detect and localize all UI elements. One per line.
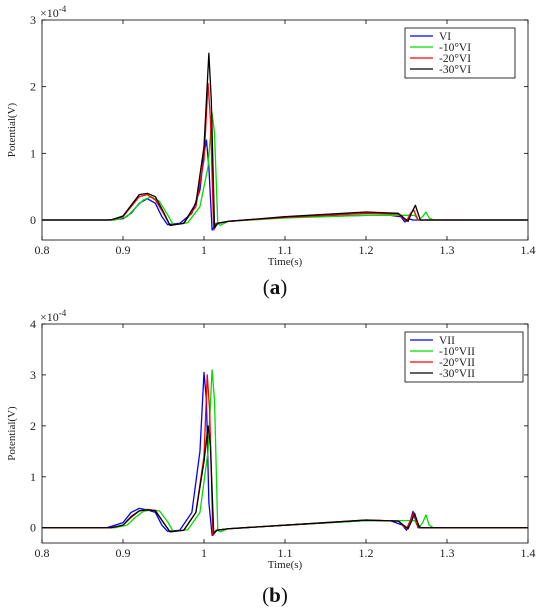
legend: VI-10°VI-20°VI-30°VI	[404, 27, 516, 79]
x-tick-label: 1.3	[440, 243, 455, 257]
x-tick-label: 0.8	[35, 546, 50, 560]
legend-label: -20°VII	[439, 357, 475, 369]
x-tick-label: 1.1	[278, 243, 293, 257]
x-axis-label: Time(s)	[268, 256, 303, 268]
y-tick-label: 3	[30, 13, 36, 27]
x-tick-label: 1.2	[359, 546, 374, 560]
series-line-3	[42, 52, 528, 229]
series-line-2	[42, 374, 528, 537]
y-tick-label: 0	[30, 521, 36, 535]
series-line-2	[42, 82, 528, 231]
x-tick-label: 0.9	[116, 243, 131, 257]
x-tick-label: 1.3	[440, 546, 455, 560]
y-tick-label: 2	[30, 419, 36, 433]
y-exponent-label: ×10-4	[40, 4, 67, 20]
x-tick-label: 1	[201, 546, 207, 560]
y-tick-label: 1	[30, 470, 36, 484]
legend-label: -20°VI	[439, 53, 471, 65]
legend-label: VII	[439, 335, 455, 347]
x-tick-label: 1.2	[359, 243, 374, 257]
series-line-1	[42, 369, 528, 533]
panel-caption: (a)	[263, 275, 288, 299]
y-tick-label: 1	[30, 146, 36, 160]
x-tick-label: 1	[201, 243, 207, 257]
series-line-0	[42, 371, 528, 537]
y-tick-label: 4	[30, 317, 36, 331]
series-group	[42, 52, 528, 231]
x-tick-label: 0.9	[116, 546, 131, 560]
series-line-3	[42, 425, 528, 535]
y-axis-label: Potential(V)	[6, 102, 18, 157]
legend-label: -30°VI	[439, 64, 471, 76]
series-line-1	[42, 112, 528, 226]
y-exponent-label: ×10-4	[40, 308, 67, 324]
legend: VII-10°VII-20°VII-30°VII	[404, 331, 524, 383]
y-axis-label: Potential(V)	[6, 406, 18, 461]
y-tick-label: 3	[30, 368, 36, 382]
chart-panel-b: 0.8 0.9 1 1.1 1.2 1.3 1.4 0 1 2 3 4 ×10-4 Time(s) Pote…	[6, 308, 536, 607]
y-tick-label: 2	[30, 80, 36, 94]
chart-panel-a: 0.8 0.9 1 1.1 1.2 1.3 1.4 0 1 2 3 ×10-4 Time(s) Poten…	[6, 4, 536, 299]
x-tick-label: 1.1	[278, 546, 293, 560]
y-tick-label: 0	[30, 213, 36, 227]
legend-label: -30°VII	[439, 368, 475, 380]
series-group	[42, 369, 528, 537]
x-tick-label: 1.4	[521, 243, 536, 257]
x-tick-label: 0.8	[35, 243, 50, 257]
legend-label: VI	[439, 31, 451, 43]
legend-label: -10°VI	[439, 42, 471, 54]
x-tick-label: 1.4	[521, 546, 536, 560]
panel-caption: (b)	[262, 583, 288, 607]
x-axis-label: Time(s)	[268, 559, 303, 571]
legend-label: -10°VII	[439, 346, 475, 358]
